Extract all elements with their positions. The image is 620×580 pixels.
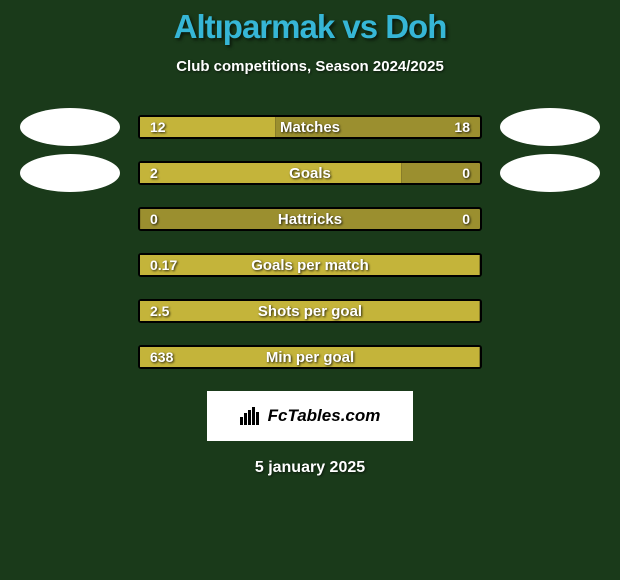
avatar-spacer bbox=[500, 246, 600, 284]
player-avatar-right bbox=[500, 154, 600, 192]
stat-label: Shots per goal bbox=[140, 303, 480, 320]
stat-label: Hattricks bbox=[140, 211, 480, 228]
stat-bar: 12Matches18 bbox=[138, 115, 482, 139]
stat-label: Goals per match bbox=[140, 257, 480, 274]
stat-row: 0Hattricks0 bbox=[0, 207, 620, 231]
player-avatar-left bbox=[20, 108, 120, 146]
avatar-spacer bbox=[500, 292, 600, 330]
brand-label: FcTables.com bbox=[268, 406, 381, 426]
stat-value-right: 18 bbox=[454, 119, 470, 135]
stat-row: 12Matches18 bbox=[0, 115, 620, 139]
avatar-spacer bbox=[20, 200, 120, 238]
date-label: 5 january 2025 bbox=[0, 459, 620, 477]
stat-label: Matches bbox=[140, 119, 480, 136]
stat-row: 2Goals0 bbox=[0, 161, 620, 185]
subtitle: Club competitions, Season 2024/2025 bbox=[0, 58, 620, 75]
avatar-spacer bbox=[20, 246, 120, 284]
avatar-spacer bbox=[500, 338, 600, 376]
stats-list: 12Matches182Goals00Hattricks00.17Goals p… bbox=[0, 115, 620, 369]
stat-row: 638Min per goal bbox=[0, 345, 620, 369]
player-avatar-right bbox=[500, 108, 600, 146]
page-title: Altıparmak vs Doh bbox=[0, 8, 620, 46]
stat-row: 2.5Shots per goal bbox=[0, 299, 620, 323]
stat-bar: 2Goals0 bbox=[138, 161, 482, 185]
bars-icon bbox=[240, 407, 262, 425]
stat-bar: 0.17Goals per match bbox=[138, 253, 482, 277]
stat-bar: 0Hattricks0 bbox=[138, 207, 482, 231]
brand-badge: FcTables.com bbox=[207, 391, 413, 441]
avatar-spacer bbox=[20, 292, 120, 330]
comparison-card: Altıparmak vs Doh Club competitions, Sea… bbox=[0, 0, 620, 477]
avatar-spacer bbox=[20, 338, 120, 376]
stat-row: 0.17Goals per match bbox=[0, 253, 620, 277]
stat-bar: 638Min per goal bbox=[138, 345, 482, 369]
stat-label: Min per goal bbox=[140, 349, 480, 366]
stat-value-right: 0 bbox=[462, 211, 470, 227]
stat-bar: 2.5Shots per goal bbox=[138, 299, 482, 323]
brand-text: FcTables.com bbox=[240, 406, 381, 426]
stat-value-right: 0 bbox=[462, 165, 470, 181]
stat-label: Goals bbox=[140, 165, 480, 182]
avatar-spacer bbox=[500, 200, 600, 238]
player-avatar-left bbox=[20, 154, 120, 192]
